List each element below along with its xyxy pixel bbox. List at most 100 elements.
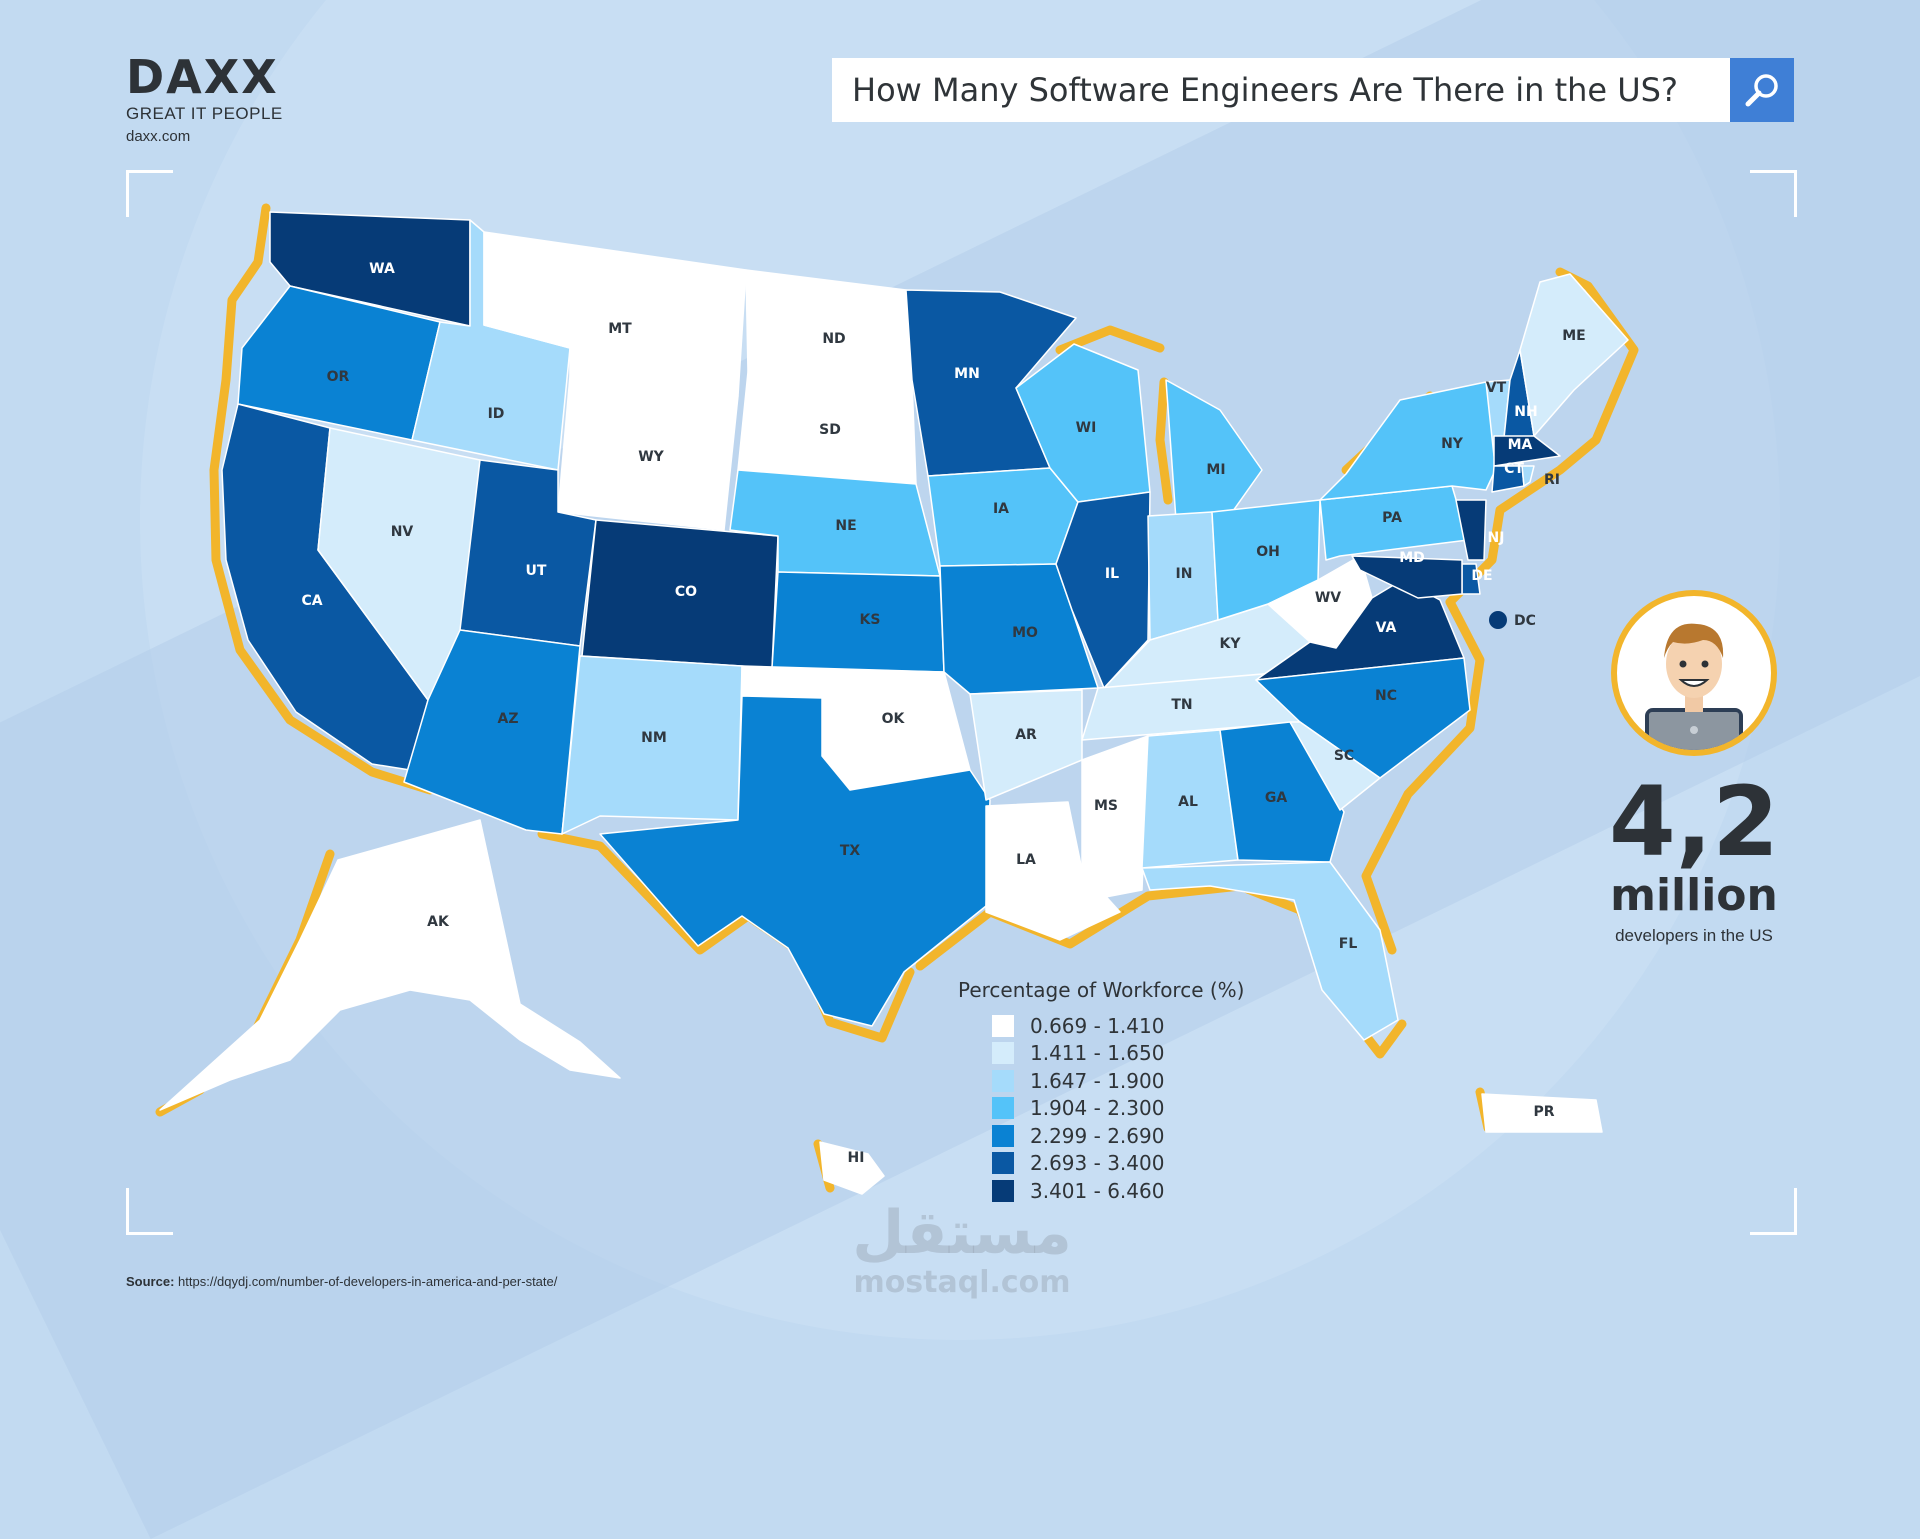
developer-stat: 4,2 million developers in the US — [1596, 590, 1792, 946]
state-ma[interactable] — [1493, 435, 1561, 467]
legend-row: 1.647 - 1.900 — [992, 1067, 1244, 1095]
state-label-wv: WV — [1315, 590, 1341, 606]
state-label-ms: MS — [1094, 798, 1118, 814]
legend-swatch — [992, 1152, 1014, 1175]
watermark-arabic: مستقل — [852, 1198, 1072, 1268]
stat-value: 4,2 — [1608, 766, 1780, 878]
legend-label: 2.299 - 2.690 — [1030, 1123, 1165, 1148]
source-link[interactable]: https://dqydj.com/number-of-developers-i… — [178, 1274, 558, 1289]
state-label-ut: UT — [526, 563, 547, 579]
legend-title: Percentage of Workforce (%) — [958, 978, 1245, 1002]
search-button[interactable] — [1730, 58, 1794, 122]
state-label-mn: MN — [954, 366, 980, 382]
legend-label: 0.669 - 1.410 — [1030, 1013, 1165, 1038]
state-label-mi: MI — [1206, 462, 1225, 478]
state-label-va: VA — [1376, 620, 1397, 636]
legend-row: 2.693 - 3.400 — [992, 1150, 1244, 1178]
state-va[interactable] — [1255, 579, 1465, 681]
state-label-ia: IA — [993, 501, 1009, 517]
state-label-az: AZ — [498, 711, 519, 727]
legend-swatch — [992, 1042, 1014, 1065]
daxx-logo[interactable]: DAXX GREAT IT PEOPLE daxx.com — [126, 52, 283, 145]
state-label-ky: KY — [1220, 636, 1242, 652]
state-label-tx: TX — [840, 843, 861, 859]
state-label-mt: MT — [608, 321, 632, 337]
watermark-latin: mostaql.com — [853, 1265, 1071, 1300]
state-label-fl: FL — [1339, 936, 1358, 952]
state-label-ak: AK — [427, 914, 450, 930]
state-label-ny: NY — [1441, 436, 1464, 452]
state-label-nh: NH — [1514, 404, 1537, 420]
state-la[interactable] — [985, 801, 1121, 941]
state-label-nv: NV — [391, 524, 414, 540]
state-label-de: DE — [1471, 568, 1492, 584]
state-tx[interactable] — [599, 695, 991, 1027]
state-label-oh: OH — [1256, 544, 1280, 560]
legend-swatch — [992, 1069, 1014, 1092]
frame-corner-top-right — [1750, 170, 1797, 217]
legend-swatch — [992, 1124, 1014, 1147]
state-nm[interactable] — [561, 655, 743, 835]
state-label-me: ME — [1562, 328, 1586, 344]
developer-illustration — [1645, 623, 1743, 750]
state-nj[interactable] — [1455, 499, 1487, 561]
state-label-wa: WA — [369, 261, 395, 277]
state-label-nj: NJ — [1488, 530, 1505, 546]
state-nd[interactable] — [745, 269, 913, 381]
state-label-co: CO — [675, 584, 697, 600]
legend-swatch — [992, 1014, 1014, 1037]
state-ri[interactable] — [1521, 465, 1535, 487]
source-note: Source: https://dqydj.com/number-of-deve… — [126, 1274, 557, 1289]
legend-row: 3.401 - 6.460 — [992, 1177, 1244, 1205]
state-ar[interactable] — [969, 689, 1083, 801]
state-nc[interactable] — [1255, 657, 1471, 779]
state-ms[interactable] — [1081, 735, 1149, 901]
coastline-highlight — [1361, 267, 1639, 955]
watermark: مستقل mostaql.com — [842, 1200, 1082, 1300]
state-label-al: AL — [1178, 794, 1198, 810]
state-sc[interactable] — [1289, 721, 1381, 811]
frame-corner-bottom-left — [126, 1188, 173, 1235]
state-az[interactable] — [403, 629, 581, 835]
state-label-md: MD — [1399, 550, 1425, 566]
state-label-sd: SD — [819, 422, 841, 438]
state-hi[interactable] — [819, 1141, 885, 1195]
state-label-tn: TN — [1171, 697, 1192, 713]
legend: Percentage of Workforce (%) 0.669 - 1.41… — [958, 978, 1244, 1205]
state-wa[interactable] — [269, 211, 471, 327]
state-label-ok: OK — [882, 711, 906, 727]
legend-label: 1.647 - 1.900 — [1030, 1068, 1165, 1093]
state-label-hi: HI — [848, 1150, 865, 1166]
state-ga[interactable] — [1219, 721, 1345, 863]
state-label-sc: SC — [1334, 748, 1354, 764]
state-label-mo: MO — [1012, 625, 1038, 641]
legend-label: 2.693 - 3.400 — [1030, 1151, 1165, 1176]
state-label-wi: WI — [1076, 420, 1097, 436]
state-label-ri: RI — [1544, 472, 1560, 488]
state-label-id: ID — [488, 406, 505, 422]
state-label-or: OR — [327, 369, 350, 385]
legend-row: 1.904 - 2.300 — [992, 1095, 1244, 1123]
state-pr[interactable] — [1481, 1093, 1603, 1133]
logo-wordmark: DAXX — [126, 50, 279, 104]
state-mi[interactable] — [1165, 379, 1263, 521]
state-ak[interactable] — [159, 819, 621, 1111]
state-ks[interactable] — [771, 571, 945, 673]
search-bar[interactable]: How Many Software Engineers Are There in… — [832, 58, 1794, 122]
state-fl[interactable] — [1141, 861, 1399, 1041]
state-label-ar: AR — [1015, 727, 1037, 743]
state-label-la: LA — [1016, 852, 1036, 868]
state-md[interactable] — [1351, 555, 1463, 599]
legend-swatch — [992, 1097, 1014, 1120]
source-label: Source: — [126, 1274, 175, 1289]
legend-row: 1.411 - 1.650 — [992, 1040, 1244, 1068]
state-ny[interactable] — [1319, 381, 1501, 501]
state-ia[interactable] — [927, 467, 1079, 567]
state-label-vt: VT — [1486, 380, 1507, 396]
state-dc[interactable] — [1489, 611, 1507, 629]
state-or[interactable] — [237, 285, 441, 441]
frame-corner-bottom-right — [1750, 1188, 1797, 1235]
state-wy[interactable] — [557, 375, 739, 531]
magnifier-icon — [1745, 74, 1778, 107]
search-query[interactable]: How Many Software Engineers Are There in… — [852, 71, 1678, 109]
